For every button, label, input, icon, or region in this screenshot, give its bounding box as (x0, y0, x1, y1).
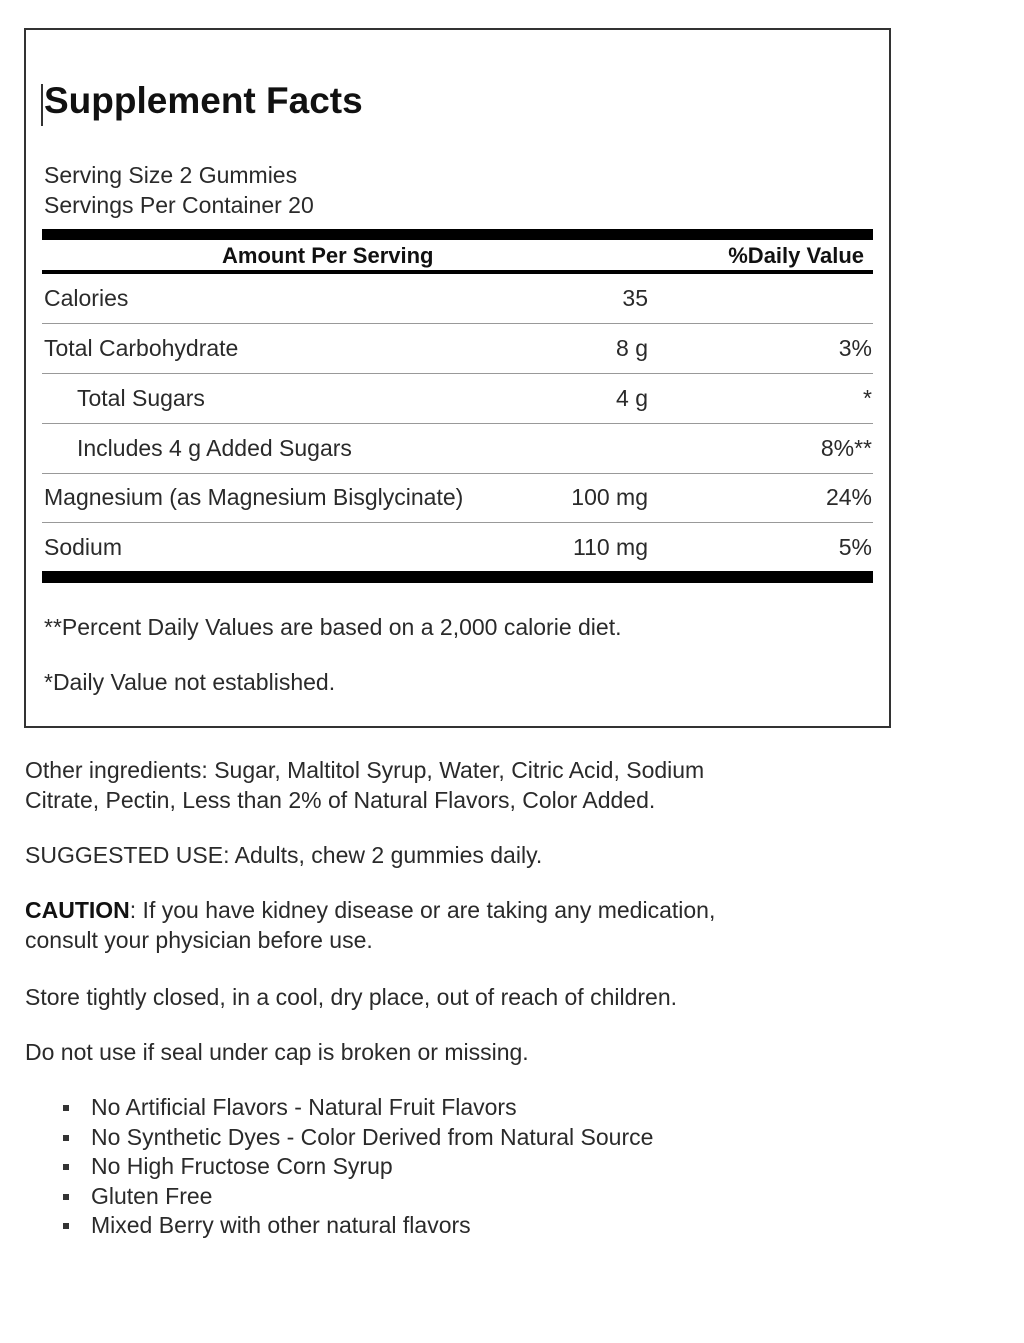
nutrient-amount: 35 (622, 285, 648, 311)
storage-instructions: Store tightly closed, in a cool, dry pla… (25, 984, 678, 1010)
row-divider (42, 373, 873, 374)
nutrient-daily-value: * (863, 385, 872, 411)
thick-divider-bottom (42, 571, 873, 583)
nutrient-amount: 8 g (616, 335, 648, 361)
nutrient-daily-value: 5% (838, 534, 872, 560)
serving-size: Serving Size 2 Gummies (44, 162, 298, 188)
nutrient-name: Calories (44, 285, 129, 311)
seal-warning: Do not use if seal under cap is broken o… (25, 1039, 529, 1065)
nutrient-name: Includes 4 g Added Sugars (77, 435, 352, 461)
footnote-not-established: *Daily Value not established. (44, 669, 336, 695)
nutrient-amount: 4 g (616, 385, 648, 411)
nutrient-daily-value: 3% (838, 335, 872, 361)
row-divider (42, 473, 873, 474)
amount-per-serving-header: Amount Per Serving (222, 243, 434, 268)
row-divider (42, 522, 873, 523)
feature-bullet: No Synthetic Dyes - Color Derived from N… (91, 1123, 654, 1150)
other-ingredients-line: Citrate, Pectin, Less than 2% of Natural… (25, 787, 656, 813)
footnote-percent: **Percent Daily Values are based on a 2,… (44, 614, 622, 640)
feature-bullet: Gluten Free (91, 1182, 213, 1209)
suggested-use: SUGGESTED USE: Adults, chew 2 gummies da… (25, 842, 543, 868)
row-divider (42, 323, 873, 324)
supplement-facts-panel (24, 28, 891, 728)
feature-bullet: No Artificial Flavors - Natural Fruit Fl… (91, 1094, 517, 1120)
nutrient-amount: 110 mg (572, 534, 648, 560)
row-divider (42, 423, 873, 424)
caution-line-2: consult your physician before use. (25, 927, 373, 953)
thick-divider (42, 229, 873, 240)
header-divider (42, 270, 873, 274)
nutrient-name: Total Sugars (77, 385, 205, 411)
panel-title: Supplement Facts (44, 80, 363, 121)
caution-line: CAUTION: If you have kidney disease or a… (25, 896, 715, 924)
caution-text: : If you have kidney disease or are taki… (129, 897, 716, 923)
nutrient-amount: 100 mg (571, 484, 648, 510)
caution-label: CAUTION (25, 897, 130, 923)
bullet-icon (63, 1105, 69, 1111)
nutrient-daily-value: 24% (825, 484, 872, 510)
daily-value-header: %Daily Value (728, 243, 864, 268)
bullet-icon (63, 1134, 69, 1141)
nutrient-name: Sodium (44, 534, 122, 560)
nutrient-name: Total Carbohydrate (44, 335, 239, 361)
bullet-icon (63, 1193, 69, 1200)
feature-bullet: No High Fructose Corn Syrup (91, 1153, 393, 1179)
text-cursor (41, 84, 43, 126)
nutrient-daily-value: 8%** (820, 435, 872, 461)
bullet-icon (63, 1164, 69, 1170)
other-ingredients-line: Other ingredients: Sugar, Maltitol Syrup… (25, 757, 705, 783)
bullet-icon (63, 1223, 69, 1229)
nutrient-name: Magnesium (as Magnesium Bisglycinate) (44, 484, 464, 510)
feature-bullet: Mixed Berry with other natural flavors (91, 1212, 471, 1238)
servings-per-container: Servings Per Container 20 (44, 192, 314, 218)
